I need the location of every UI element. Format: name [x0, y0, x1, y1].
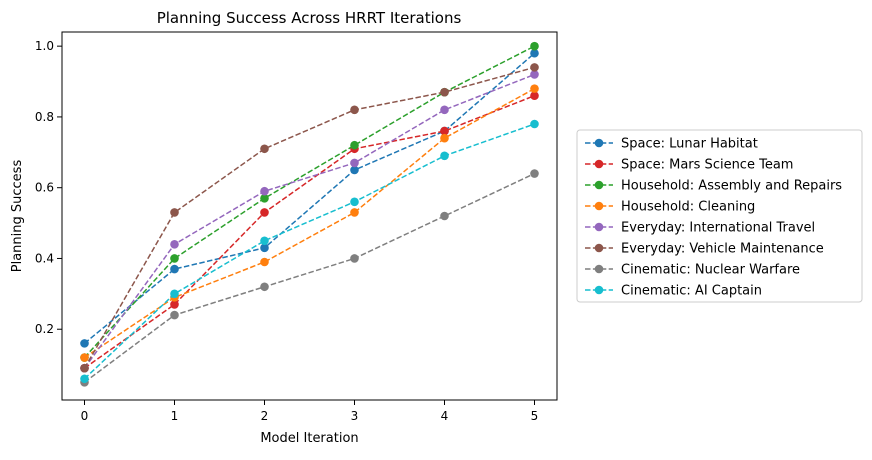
data-point [530, 63, 539, 72]
data-point [170, 240, 179, 249]
data-point [530, 91, 539, 100]
data-point [260, 257, 269, 267]
legend-marker [594, 285, 604, 295]
x-axis-label: Model Iteration [260, 431, 358, 446]
series-line [84, 172, 535, 383]
legend-marker [594, 180, 604, 190]
legend-marker [594, 222, 604, 232]
legend-label: Everyday: International Travel [621, 221, 815, 236]
series-line [83, 45, 535, 359]
data-point [440, 126, 449, 136]
data-point [170, 208, 179, 217]
data-point [260, 194, 269, 203]
legend-label: Cinematic: Nuclear Warfare [621, 263, 800, 278]
legend-marker [594, 243, 604, 253]
y-tick-label: 1.0 [35, 39, 54, 53]
series-line [83, 123, 535, 380]
series-line [84, 87, 535, 359]
legend-box [576, 129, 863, 303]
data-point [80, 353, 89, 362]
data-point [170, 310, 179, 320]
data-point [170, 289, 179, 299]
data-point [350, 158, 359, 168]
series-line [84, 94, 535, 369]
data-point [260, 236, 269, 246]
data-point [260, 243, 269, 253]
data-point [440, 211, 449, 221]
x-tick-label: 0 [81, 409, 89, 423]
data-point [350, 197, 359, 207]
legend: Space: Lunar Habitat Space: Mars Science … [576, 129, 863, 303]
legend-label: Cinematic: AI Captain [621, 284, 762, 299]
series-line [83, 73, 535, 369]
data-point [170, 254, 179, 263]
y-tick-label: 0.8 [35, 110, 54, 124]
data-point [530, 70, 539, 79]
data-point [260, 282, 269, 292]
data-point [530, 84, 539, 93]
legend-label: Household: Cleaning [621, 200, 755, 215]
data-point [260, 144, 269, 154]
data-point [170, 300, 179, 309]
data-point [350, 165, 359, 175]
x-tick-label: 4 [441, 409, 449, 423]
data-point [350, 208, 359, 217]
data-point [530, 169, 539, 178]
legend-label: Household: Assembly and Repairs [621, 179, 842, 194]
data-point [440, 87, 449, 97]
data-point [170, 264, 179, 274]
y-tick-label: 0.2 [35, 322, 54, 336]
data-point [80, 363, 89, 373]
x-tick-label: 1 [171, 409, 179, 423]
y-axis-label: Planning Success [10, 160, 25, 273]
x-tick-label: 2 [261, 409, 269, 423]
x-tick-label: 5 [531, 409, 539, 423]
legend-marker [594, 138, 604, 148]
y-tick-label: 0.4 [35, 251, 54, 265]
data-point [440, 151, 449, 161]
y-tick-label: 0.6 [35, 181, 54, 195]
legend-marker [594, 159, 604, 169]
series-line [84, 52, 535, 344]
data-point [530, 119, 539, 129]
data-point [350, 105, 359, 115]
data-point [530, 48, 539, 58]
data-point [440, 105, 449, 115]
legend-marker [594, 201, 604, 211]
data-point [530, 41, 539, 51]
legend-label: Everyday: Vehicle Maintenance [621, 242, 824, 257]
data-point [80, 339, 89, 348]
legend-marker [594, 264, 604, 274]
data-point [350, 254, 359, 263]
plot-frame [61, 31, 558, 401]
data-point [80, 374, 89, 384]
data-point [260, 186, 269, 196]
legend-label: Space: Mars Science Team [621, 158, 793, 173]
chart-title: Planning Success Across HRRT Iterations [157, 9, 462, 27]
data-point [440, 133, 449, 143]
x-tick-label: 3 [351, 409, 359, 423]
data-point [260, 208, 269, 217]
legend-label: Space: Lunar Habitat [621, 137, 758, 152]
data-point [350, 140, 359, 150]
